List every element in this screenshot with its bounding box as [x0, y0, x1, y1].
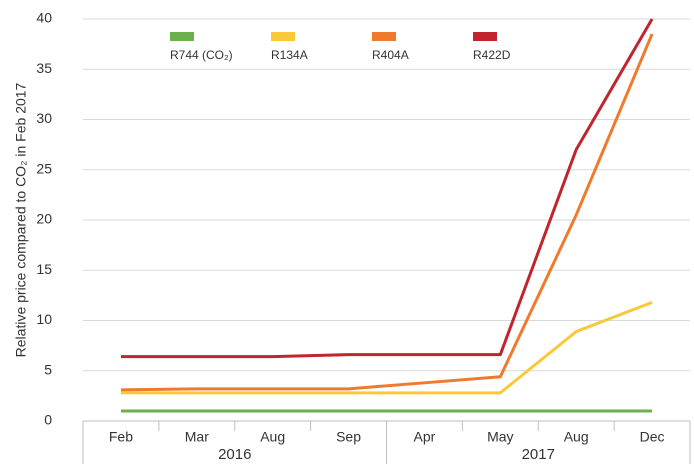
legend-swatch	[473, 32, 497, 41]
y-tick-label: 40	[36, 10, 52, 26]
line-series	[120, 33, 654, 392]
y-tick-label: 35	[36, 60, 52, 76]
y-tick-label: 25	[36, 160, 52, 176]
y-axis-label: Relative price compared to CO₂ in Feb 20…	[13, 82, 29, 357]
legend-label: R404A	[372, 48, 409, 62]
legend-swatch	[372, 32, 396, 41]
y-tick-label: 15	[36, 261, 52, 277]
y-tick-label: 30	[36, 110, 52, 126]
x-tick-label: May	[487, 429, 513, 445]
legend-label: R134A	[271, 48, 308, 62]
x-tick-label: Apr	[414, 429, 436, 445]
line-series	[120, 18, 654, 359]
x-tick-label: Mar	[185, 429, 209, 445]
y-tick-label: 20	[36, 211, 52, 227]
x-tick-label: Sep	[336, 429, 361, 445]
y-tick-label: 5	[44, 361, 52, 377]
legend-label: R422D	[473, 48, 511, 62]
x-tick-label: Aug	[260, 429, 285, 445]
group-label: 2016	[218, 446, 251, 463]
legend-swatch	[271, 32, 295, 41]
x-tick-label: Dec	[640, 429, 665, 445]
legend-label: R744 (CO₂)	[170, 48, 233, 62]
x-tick-label: Aug	[564, 429, 589, 445]
line-series	[120, 301, 653, 395]
legend-swatch	[170, 32, 194, 41]
y-tick-label: 10	[36, 311, 52, 327]
x-tick-label: Feb	[109, 429, 133, 445]
y-tick-label: 0	[44, 412, 52, 428]
group-label: 2017	[522, 446, 555, 463]
